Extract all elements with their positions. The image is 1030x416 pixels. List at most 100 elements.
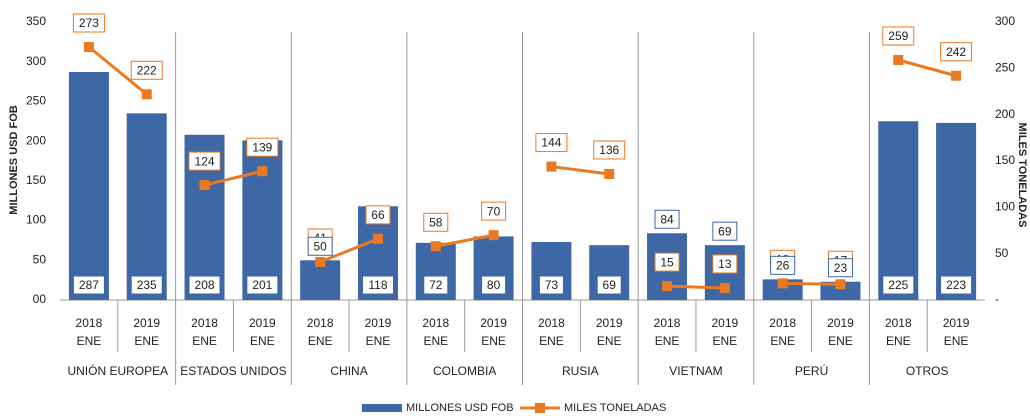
x-tick-sublabel: ENE (655, 334, 680, 348)
x-tick-label: 2018 (191, 316, 218, 330)
line-marker (604, 168, 615, 179)
bar-value-label-box (361, 275, 394, 295)
x-tick-label: 2019 (249, 316, 276, 330)
bar (878, 121, 919, 301)
y2-tick-label: 100 (995, 200, 1015, 214)
y-axis-title: MILLONES USD FOB (8, 105, 20, 214)
bar-value-label-box (712, 221, 738, 241)
line-marker (199, 180, 210, 191)
bar (68, 72, 109, 300)
bar-value-label: 208 (195, 278, 215, 292)
line (782, 281, 841, 286)
y-tick-label: 100 (26, 213, 46, 227)
line-marker (951, 70, 962, 81)
line-value-label: 273 (79, 16, 99, 30)
bar-value-label: 23 (834, 261, 848, 275)
line-value-label: 13 (718, 257, 732, 271)
legend-swatch (362, 404, 402, 412)
legend-label: MILLONES USD FOB (406, 402, 514, 414)
x-tick-sublabel: ENE (828, 334, 853, 348)
line (666, 284, 725, 290)
bar-value-label: 50 (313, 239, 327, 253)
group-label: VIETNAM (669, 364, 722, 378)
line-value-label-box (188, 151, 221, 171)
bar-value-label-box (654, 209, 680, 229)
group-label: RUSIA (562, 364, 599, 378)
x-tick-sublabel: ENE (481, 334, 506, 348)
y-tick-label: 200 (26, 133, 46, 147)
x-tick-sublabel: ENE (308, 334, 333, 348)
line-value-label-box (246, 137, 279, 157)
bar-value-label-box (72, 275, 105, 295)
line (319, 237, 379, 264)
y2-tick-label: 250 (995, 61, 1015, 75)
bar-value-label: 69 (603, 278, 617, 292)
line-value-label-box (365, 205, 391, 225)
bar-value-label-box (188, 275, 221, 295)
line (551, 165, 610, 176)
group-label: COLOMBIA (433, 364, 496, 378)
x-tick-sublabel: ENE (770, 334, 795, 348)
line-value-label: 139 (252, 140, 272, 154)
line (87, 45, 148, 96)
bar-value-label-box (940, 275, 973, 295)
bar-value-label: 73 (545, 278, 559, 292)
line-marker (315, 257, 326, 268)
line-marker (372, 233, 383, 244)
y-tick-label: 350 (26, 14, 46, 28)
x-tick-sublabel: ENE (713, 334, 738, 348)
x-tick-label: 2018 (76, 316, 103, 330)
x-tick-sublabel: ENE (366, 334, 391, 348)
line-marker (777, 278, 788, 289)
line-value-label-box (535, 133, 568, 153)
line-marker (83, 42, 94, 53)
line-value-label-box (72, 13, 105, 33)
y2-tick-label: 150 (995, 153, 1015, 167)
line-value-label-box (130, 60, 163, 80)
line-value-label: 58 (429, 215, 443, 229)
bar-value-label-box (538, 275, 564, 295)
line-value-label: 15 (660, 255, 674, 269)
bar-value-label: 69 (718, 224, 732, 238)
x-tick-label: 2019 (943, 316, 970, 330)
bar-value-label: 287 (79, 278, 99, 292)
line-marker (257, 166, 268, 177)
x-tick-sublabel: ENE (539, 334, 564, 348)
bar (936, 122, 977, 300)
line-value-label-box (481, 201, 507, 221)
line-marker (141, 89, 152, 100)
x-tick-sublabel: ENE (134, 334, 159, 348)
line-marker (893, 54, 904, 65)
line-value-label: 259 (888, 29, 908, 43)
bar-value-label: 26 (776, 259, 790, 273)
x-tick-sublabel: ENE (597, 334, 622, 348)
line-marker (430, 241, 441, 252)
x-tick-label: 2019 (596, 316, 623, 330)
y2-tick-label: - (995, 292, 999, 306)
line-value-label: 242 (946, 45, 966, 59)
bar-value-label: 72 (429, 278, 443, 292)
line-value-label-box (940, 42, 973, 62)
line (204, 169, 263, 187)
line-value-label: 144 (541, 136, 561, 150)
y-tick-label: 00 (33, 292, 47, 306)
line-marker (719, 282, 730, 293)
bar-value-label-box (596, 275, 622, 295)
line-value-label: 136 (599, 143, 619, 157)
bar-value-label-box (130, 275, 163, 295)
bar-value-label-box (423, 275, 449, 295)
x-tick-label: 2019 (711, 316, 738, 330)
bar-value-label: 80 (487, 278, 501, 292)
x-tick-sublabel: ENE (944, 334, 969, 348)
line-value-label: 66 (371, 208, 385, 222)
line-value-label-box (423, 212, 449, 232)
bar-value-label-box (770, 255, 796, 275)
y-tick-label: 300 (26, 54, 46, 68)
line (897, 58, 957, 78)
bar-value-label: 235 (137, 278, 157, 292)
x-tick-label: 2019 (365, 316, 392, 330)
bar-value-label: 118 (368, 278, 387, 292)
group-label: PERÚ (795, 363, 828, 378)
bar-value-label-box (827, 258, 853, 278)
